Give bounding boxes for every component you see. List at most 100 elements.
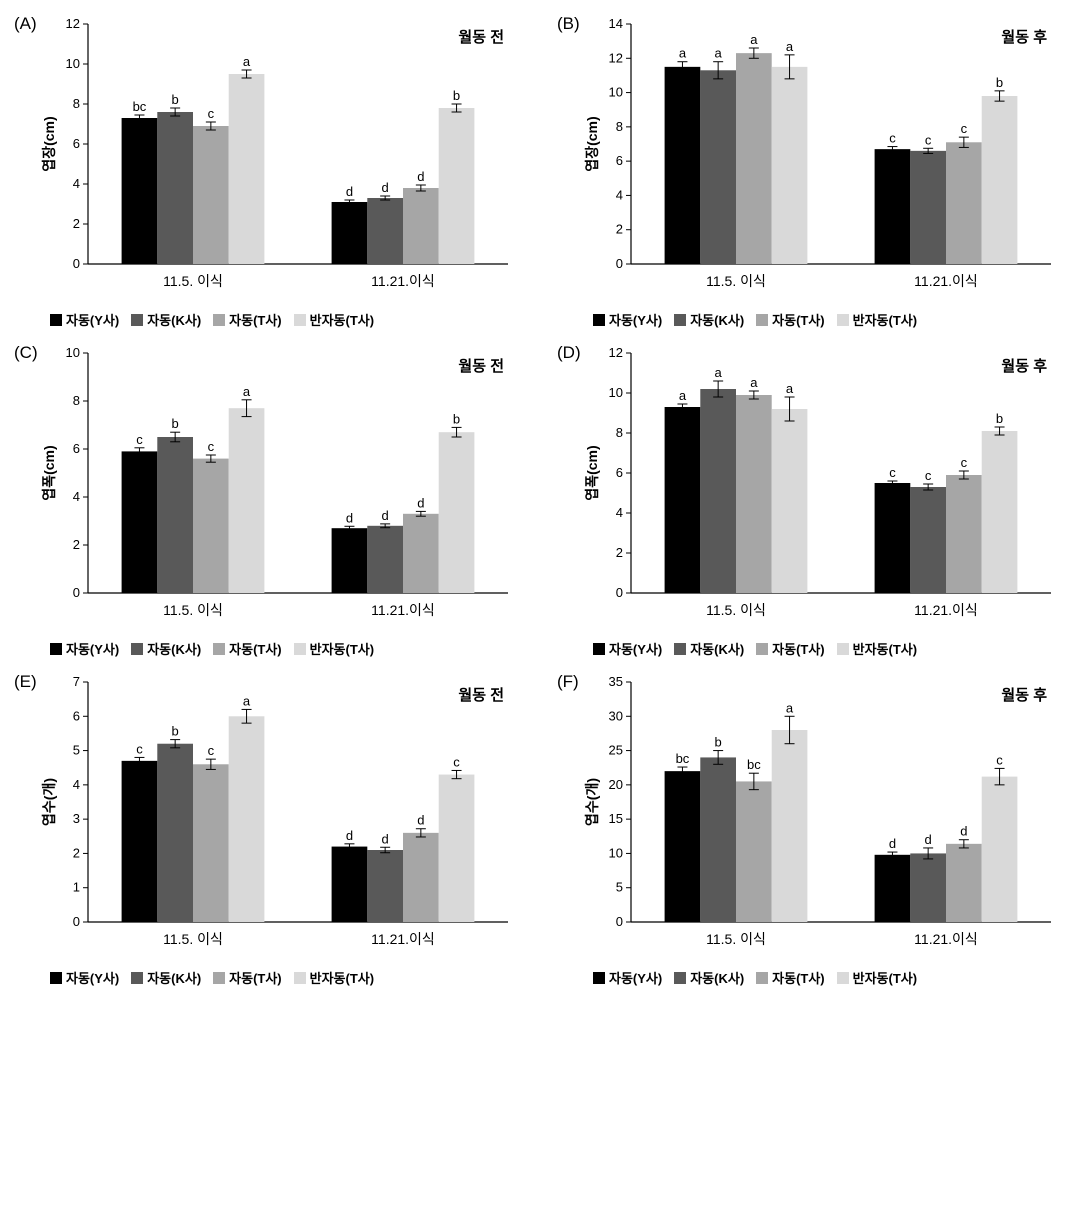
svg-text:0: 0 bbox=[616, 256, 623, 271]
legend-swatch bbox=[131, 972, 143, 984]
svg-text:c: c bbox=[136, 741, 143, 756]
legend-item: 반자동(T사) bbox=[837, 968, 917, 987]
legend-label: 자동(T사) bbox=[229, 310, 281, 329]
bar bbox=[946, 475, 982, 593]
panel-C: (C) 0246810cbca11.5. 이식dddb11.21.이식엽폭(cm… bbox=[10, 339, 533, 658]
legend-label: 자동(T사) bbox=[772, 639, 824, 658]
svg-text:b: b bbox=[172, 416, 179, 431]
panel-label: (A) bbox=[14, 14, 37, 34]
svg-text:30: 30 bbox=[609, 708, 623, 723]
svg-text:6: 6 bbox=[73, 136, 80, 151]
bar bbox=[403, 833, 439, 922]
bar bbox=[700, 70, 736, 264]
legend-swatch bbox=[756, 314, 768, 326]
svg-text:b: b bbox=[996, 75, 1003, 90]
svg-text:10: 10 bbox=[609, 85, 623, 100]
svg-text:4: 4 bbox=[616, 505, 623, 520]
legend-swatch bbox=[131, 314, 143, 326]
legend-item: 자동(Y사) bbox=[593, 968, 662, 987]
bar bbox=[910, 853, 946, 922]
svg-text:2: 2 bbox=[73, 216, 80, 231]
svg-text:월동 전: 월동 전 bbox=[458, 29, 504, 46]
legend-swatch bbox=[674, 643, 686, 655]
legend-item: 반자동(T사) bbox=[294, 639, 374, 658]
svg-text:a: a bbox=[243, 384, 251, 399]
panel-B: (B) 02468101214aaaa11.5. 이식cccb11.21.이식엽… bbox=[553, 10, 1076, 329]
legend-item: 자동(K사) bbox=[674, 968, 744, 987]
legend-swatch bbox=[837, 643, 849, 655]
bar bbox=[403, 188, 439, 264]
svg-text:b: b bbox=[996, 411, 1003, 426]
svg-text:c: c bbox=[925, 132, 932, 147]
bar bbox=[910, 151, 946, 264]
svg-text:d: d bbox=[382, 180, 389, 195]
svg-text:a: a bbox=[786, 700, 794, 715]
svg-text:15: 15 bbox=[609, 811, 623, 826]
svg-text:d: d bbox=[346, 510, 353, 525]
svg-text:엽폭(cm): 엽폭(cm) bbox=[584, 445, 600, 500]
svg-text:8: 8 bbox=[73, 96, 80, 111]
bar bbox=[439, 432, 475, 593]
svg-text:0: 0 bbox=[616, 585, 623, 600]
bar bbox=[332, 202, 368, 264]
panel-label: (D) bbox=[557, 343, 581, 363]
svg-text:a: a bbox=[786, 381, 794, 396]
bar bbox=[122, 451, 158, 593]
legend-item: 자동(Y사) bbox=[593, 310, 662, 329]
svg-text:엽수(개): 엽수(개) bbox=[41, 778, 57, 826]
svg-text:bc: bc bbox=[747, 757, 761, 772]
svg-text:엽장(cm): 엽장(cm) bbox=[584, 116, 600, 171]
svg-text:d: d bbox=[417, 495, 424, 510]
legend-item: 자동(T사) bbox=[756, 639, 824, 658]
svg-text:2: 2 bbox=[73, 845, 80, 860]
svg-text:11.21.이식: 11.21.이식 bbox=[371, 602, 435, 618]
panel-label: (E) bbox=[14, 672, 37, 692]
svg-text:35: 35 bbox=[609, 674, 623, 689]
panel-A: (A) 024681012bcbca11.5. 이식dddb11.21.이식엽장… bbox=[10, 10, 533, 329]
svg-text:8: 8 bbox=[73, 393, 80, 408]
legend-label: 자동(Y사) bbox=[66, 639, 119, 658]
legend-item: 자동(K사) bbox=[131, 639, 201, 658]
svg-text:b: b bbox=[453, 411, 460, 426]
svg-text:a: a bbox=[243, 54, 251, 69]
legend-item: 반자동(T사) bbox=[837, 639, 917, 658]
legend-item: 자동(K사) bbox=[674, 310, 744, 329]
svg-text:2: 2 bbox=[73, 537, 80, 552]
svg-text:c: c bbox=[208, 439, 215, 454]
legend-swatch bbox=[756, 643, 768, 655]
svg-text:10: 10 bbox=[609, 845, 623, 860]
legend-swatch bbox=[674, 314, 686, 326]
legend-label: 자동(T사) bbox=[772, 968, 824, 987]
svg-text:월동 전: 월동 전 bbox=[458, 358, 504, 375]
legend-label: 자동(K사) bbox=[147, 639, 201, 658]
svg-text:11.21.이식: 11.21.이식 bbox=[914, 273, 978, 289]
bar bbox=[193, 126, 229, 264]
bar bbox=[157, 437, 193, 593]
panel-E: (E) 01234567cbca11.5. 이식dddc11.21.이식엽수(개… bbox=[10, 668, 533, 987]
bar bbox=[946, 844, 982, 922]
bar bbox=[229, 408, 265, 593]
svg-text:엽폭(cm): 엽폭(cm) bbox=[41, 445, 57, 500]
legend-label: 반자동(T사) bbox=[310, 968, 374, 987]
svg-text:20: 20 bbox=[609, 777, 623, 792]
svg-text:6: 6 bbox=[616, 465, 623, 480]
bar bbox=[367, 198, 403, 264]
svg-text:0: 0 bbox=[73, 914, 80, 929]
svg-text:c: c bbox=[453, 754, 460, 769]
legend-swatch bbox=[50, 643, 62, 655]
legend-label: 반자동(T사) bbox=[853, 639, 917, 658]
legend: 자동(Y사) 자동(K사) 자동(T사) 반자동(T사) bbox=[593, 968, 1076, 987]
legend-swatch bbox=[294, 972, 306, 984]
legend-item: 자동(Y사) bbox=[50, 310, 119, 329]
svg-text:a: a bbox=[715, 46, 723, 61]
svg-text:10: 10 bbox=[609, 385, 623, 400]
legend-swatch bbox=[294, 314, 306, 326]
bar bbox=[439, 775, 475, 922]
bar bbox=[982, 431, 1018, 593]
bar bbox=[700, 757, 736, 922]
bar bbox=[875, 149, 911, 264]
svg-text:10: 10 bbox=[66, 345, 80, 360]
panel-label: (C) bbox=[14, 343, 38, 363]
svg-text:a: a bbox=[679, 46, 687, 61]
legend-label: 반자동(T사) bbox=[853, 968, 917, 987]
